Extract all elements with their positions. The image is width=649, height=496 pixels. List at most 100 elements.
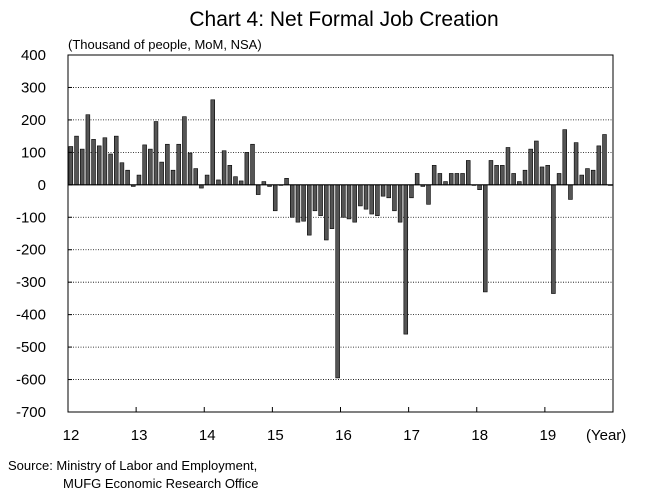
bar (114, 135, 119, 186)
bar (602, 134, 607, 186)
bar (585, 168, 590, 186)
bar (579, 174, 585, 186)
bar (573, 142, 579, 186)
chart-title: Chart 4: Net Formal Job Creation (189, 8, 498, 31)
bar (369, 184, 374, 215)
bar (272, 184, 278, 212)
bar (290, 184, 295, 218)
bar (431, 165, 437, 186)
bar (380, 184, 386, 197)
bar (102, 137, 108, 186)
bar (142, 144, 147, 186)
bar (193, 168, 198, 186)
y-tick-label: 300 (21, 79, 46, 96)
bar (494, 165, 499, 186)
bar (528, 148, 533, 186)
bar (590, 169, 596, 186)
bar-series (68, 99, 613, 379)
bar (312, 184, 318, 212)
bar (176, 143, 181, 186)
bar (551, 184, 556, 294)
bar (250, 143, 255, 186)
bar (437, 173, 443, 186)
x-axis-label: (Year) (586, 427, 626, 444)
x-tick-label: 13 (131, 427, 148, 444)
bar (79, 148, 85, 186)
bar (108, 153, 113, 186)
bar (375, 184, 380, 216)
x-tick-label: 15 (267, 427, 284, 444)
x-tick-label: 17 (403, 427, 420, 444)
x-axis-ticks: 12 13 14 15 16 17 18 19 (63, 407, 614, 444)
bar (216, 179, 221, 186)
bar (426, 184, 431, 205)
bar (125, 169, 130, 186)
bar (403, 184, 409, 335)
bar (522, 169, 528, 186)
bar (534, 140, 539, 186)
y-tick-label: 100 (21, 144, 46, 161)
y-axis-ticks: 400 300 200 100 0 -100 -200 -300 -400 -500 -600 -70… (16, 47, 46, 421)
bar (505, 147, 511, 186)
y-tick-label: -300 (16, 274, 46, 291)
x-tick-label: 14 (199, 427, 216, 444)
bar (465, 160, 471, 186)
bar (409, 184, 414, 199)
bar (91, 139, 96, 186)
bar (454, 173, 460, 186)
bar (562, 129, 567, 186)
bar (301, 184, 306, 222)
axes (67, 54, 614, 413)
bar (392, 184, 397, 212)
bar (210, 99, 216, 186)
bar (511, 173, 516, 186)
chart-subtitle: (Thousand of people, MoM, NSA) (68, 37, 262, 52)
x-tick-label: 12 (63, 427, 80, 444)
bar (255, 184, 261, 195)
bar (363, 184, 369, 210)
bar (414, 173, 420, 186)
bar (159, 161, 164, 186)
bar (96, 145, 102, 186)
bar (488, 160, 494, 186)
bar (284, 178, 289, 186)
bar (397, 184, 403, 223)
bar (187, 152, 193, 186)
bar (545, 165, 550, 186)
bar (318, 184, 323, 216)
y-tick-label: -600 (16, 372, 46, 389)
bar (386, 184, 391, 199)
bar (568, 184, 573, 200)
bar (295, 184, 301, 223)
y-tick-label: -700 (16, 404, 46, 421)
bar (307, 184, 312, 236)
bar (119, 162, 125, 186)
y-tick-label: -400 (16, 307, 46, 324)
bar (165, 143, 170, 186)
bar (335, 184, 340, 379)
source-line-2: MUFG Economic Research Office (63, 476, 259, 491)
bar (153, 121, 159, 186)
bar (329, 184, 335, 229)
bar (352, 184, 357, 223)
bar (324, 184, 329, 241)
y-tick-label: -100 (16, 209, 46, 226)
bar (346, 184, 352, 220)
bar (170, 169, 176, 186)
y-tick-label: 0 (38, 177, 46, 194)
bar (244, 152, 250, 186)
gridlines (68, 54, 613, 380)
bar (500, 165, 505, 186)
y-tick-label: -500 (16, 339, 46, 356)
bar (221, 150, 227, 186)
bar (556, 173, 562, 186)
bar (596, 145, 602, 186)
x-tick-label: 19 (540, 427, 557, 444)
bar (341, 184, 346, 218)
bar (233, 176, 238, 186)
source-line-1: Source: Ministry of Labor and Employment… (8, 458, 257, 473)
bar (483, 184, 488, 293)
y-tick-label: 400 (21, 47, 46, 64)
bar (539, 166, 545, 186)
